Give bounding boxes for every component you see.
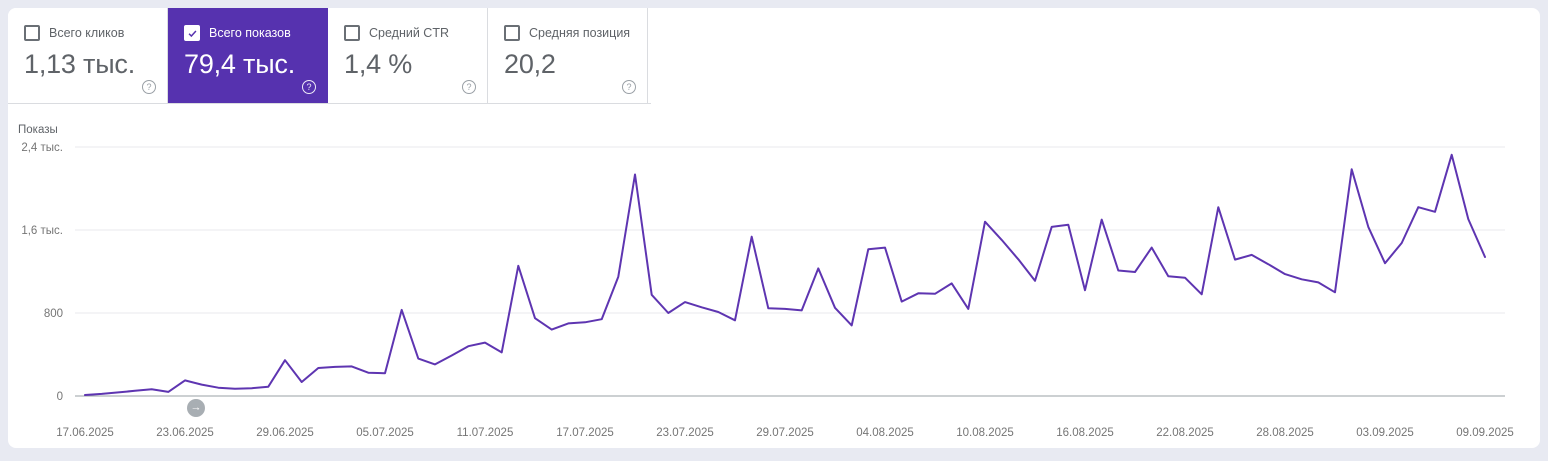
metric-card-value: 20,2 — [504, 49, 556, 79]
card-checkbox-row: Средний CTR — [344, 25, 487, 41]
x-tick-label: 04.08.2025 — [856, 427, 914, 439]
y-axis-title: Показы — [18, 124, 58, 136]
x-tick-label: 23.07.2025 — [656, 427, 714, 439]
x-tick-label: 23.06.2025 — [156, 427, 214, 439]
metric-card-value: 1,13 тыс. — [24, 49, 136, 79]
help-icon[interactable]: ? — [462, 80, 476, 94]
metric-card-average-position[interactable]: Средняя позиция 20,2 ? — [488, 8, 648, 103]
y-tick-label: 2,4 тыс. — [21, 142, 63, 154]
x-tick-label: 17.06.2025 — [56, 427, 114, 439]
series-line-Показы — [84, 153, 1486, 396]
y-tick-label: 0 — [57, 391, 63, 403]
metric-cards-row: Всего кликов 1,13 тыс. ? Всего показов 7… — [8, 8, 651, 104]
chart-scroll-next-button[interactable]: → — [187, 399, 205, 417]
check-mark — [188, 29, 196, 37]
help-icon[interactable]: ? — [622, 80, 636, 94]
metric-card-average-ctr[interactable]: Средний CTR 1,4 % ? — [328, 8, 488, 103]
x-tick-label: 03.09.2025 — [1356, 427, 1414, 439]
y-tick-label: 800 — [44, 308, 63, 320]
metric-card-total-impressions[interactable]: Всего показов 79,4 тыс. ? — [168, 8, 328, 103]
x-tick-label: 28.08.2025 — [1256, 427, 1314, 439]
metric-card-value: 79,4 тыс. — [184, 49, 296, 79]
checkbox-unchecked-icon[interactable] — [344, 25, 360, 41]
metric-card-value: 1,4 % — [344, 49, 413, 79]
metric-card-label: Всего кликов — [49, 26, 125, 40]
x-tick-label: 29.07.2025 — [756, 427, 814, 439]
x-tick-label: 09.09.2025 — [1456, 427, 1514, 439]
x-tick-label: 17.07.2025 — [556, 427, 614, 439]
metric-card-label: Средняя позиция — [529, 26, 631, 40]
checkbox-unchecked-icon[interactable] — [504, 25, 520, 41]
x-tick-label: 11.07.2025 — [457, 427, 514, 439]
metric-card-label: Средний CTR — [369, 26, 449, 40]
help-icon[interactable]: ? — [142, 80, 156, 94]
x-tick-label: 22.08.2025 — [1156, 427, 1214, 439]
performance-panel: Всего кликов 1,13 тыс. ? Всего показов 7… — [8, 8, 1540, 448]
checkbox-checked-icon[interactable] — [184, 25, 200, 41]
card-checkbox-row: Всего кликов — [24, 25, 167, 41]
card-checkbox-row: Всего показов — [184, 25, 327, 41]
y-tick-label: 1,6 тыс. — [21, 225, 63, 237]
arrow-right-icon: → — [190, 401, 202, 414]
checkbox-unchecked-icon[interactable] — [24, 25, 40, 41]
metric-card-total-clicks[interactable]: Всего кликов 1,13 тыс. ? — [8, 8, 168, 103]
x-tick-label: 05.07.2025 — [356, 427, 414, 439]
metric-card-label: Всего показов — [209, 26, 291, 40]
card-checkbox-row: Средняя позиция — [504, 25, 647, 41]
x-tick-label: 29.06.2025 — [256, 427, 314, 439]
help-icon[interactable]: ? — [302, 80, 316, 94]
x-tick-label: 10.08.2025 — [956, 427, 1014, 439]
x-tick-label: 16.08.2025 — [1056, 427, 1114, 439]
